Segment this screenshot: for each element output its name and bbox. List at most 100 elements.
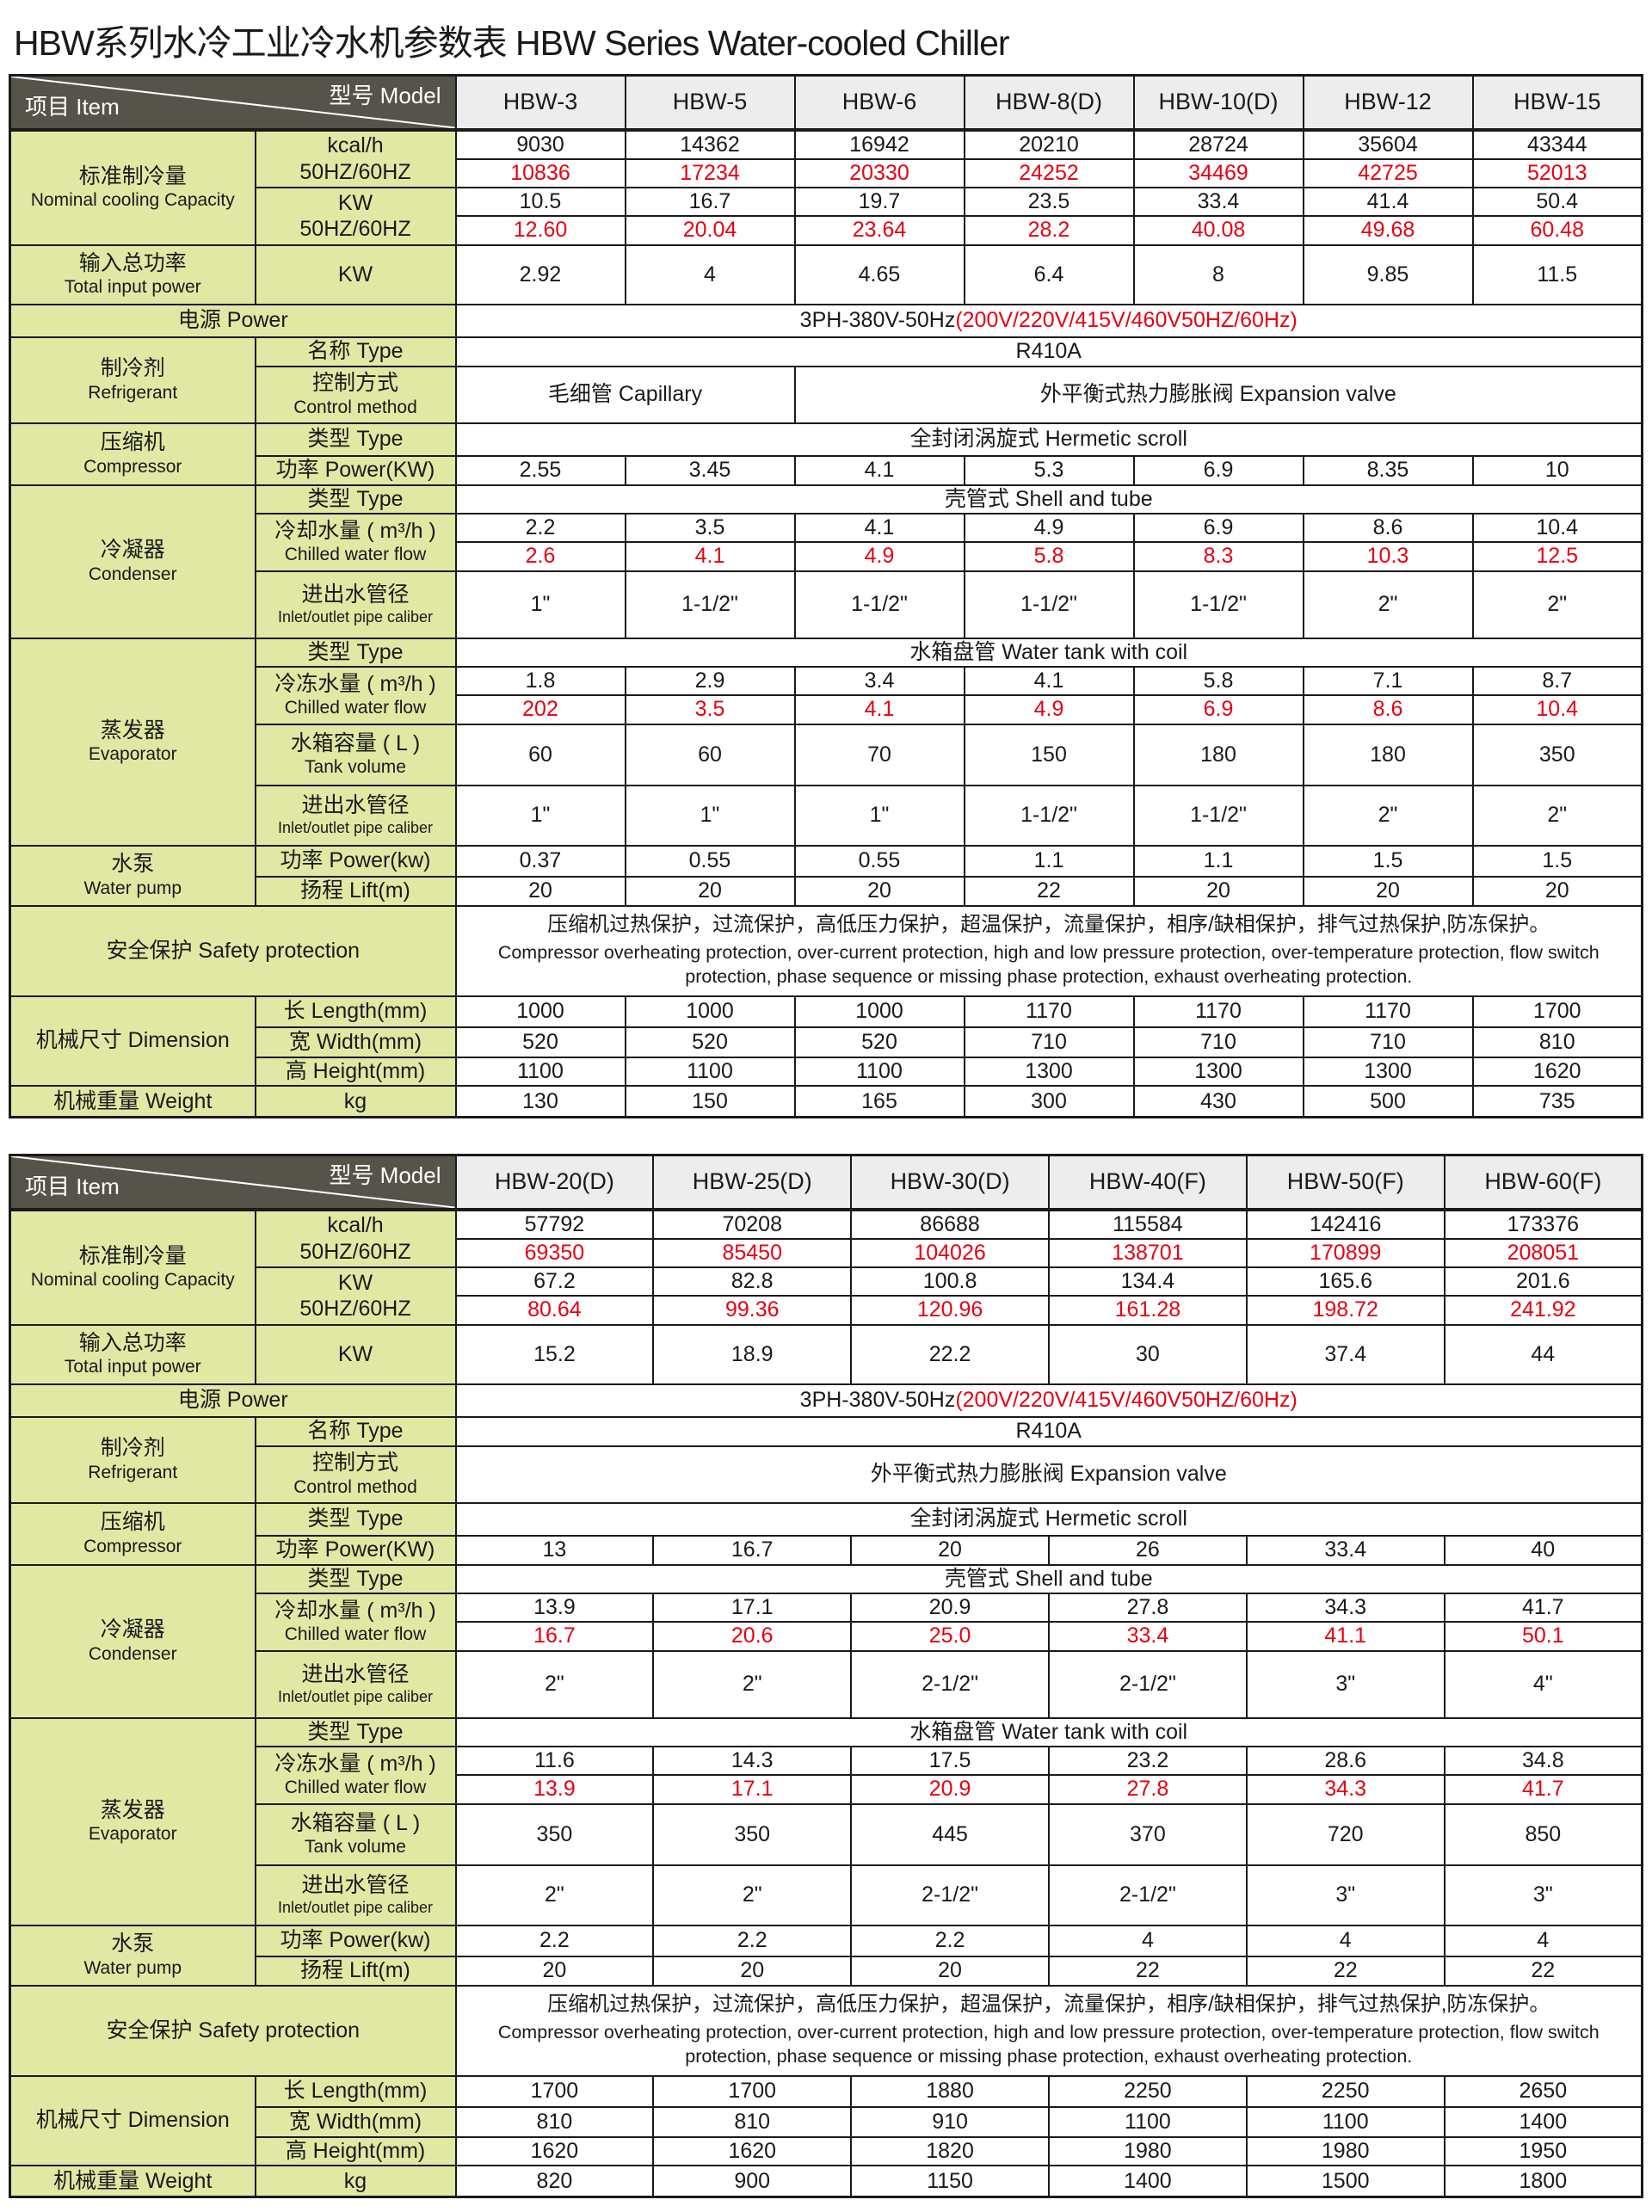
value-cell: 134.4: [1047, 1266, 1248, 1297]
label-cell: 扬程 Lift(m): [254, 875, 457, 907]
diagonal-divider-line: [11, 77, 455, 128]
value-cell: 28.2: [963, 215, 1135, 246]
value-cell: 4.1: [963, 665, 1135, 696]
value-cell: 4.9: [963, 694, 1135, 725]
label-cell: 扬程 Lift(m): [254, 1955, 457, 1987]
value-cell: 11.6: [454, 1745, 655, 1776]
table-row: 控制方式 Control method 毛细管 Capillary 外平衡式热力膨胀阀…: [10, 365, 1643, 424]
value-cell: 300: [963, 1084, 1135, 1118]
corner-cell: 型号 Model 项目 Item: [9, 74, 457, 132]
value-cell: 3.4: [793, 665, 965, 696]
value-cell: 23.2: [1047, 1745, 1248, 1776]
value-cell: 23.5: [963, 186, 1135, 217]
label-cell: 宽 Width(mm): [254, 1026, 457, 1058]
value-cell: 1800: [1443, 2164, 1643, 2198]
value-cell: 2-1/2": [1047, 1864, 1248, 1926]
model-header-cell: HBW-5: [624, 74, 796, 132]
value-cell: 20: [454, 1955, 655, 1987]
value-cell: 2": [454, 1864, 655, 1926]
value-cell: 水箱盘管 Water tank with coil: [454, 1716, 1643, 1747]
value-cell: 14.3: [652, 1745, 853, 1776]
value-cell: 1.1: [963, 844, 1135, 878]
table-row: 12.60 20.04 23.64 28.2 40.08 49.68 60.48: [10, 215, 1643, 246]
value-cell: 20.04: [624, 215, 796, 246]
label-cell: kg: [254, 2164, 457, 2198]
table-row: 型号 Model 项目 Item HBW-20(D) HBW-25(D) HBW-30(…: [9, 1154, 1643, 1211]
value-cell: 1": [454, 784, 626, 847]
value-cell: 810: [652, 2105, 853, 2138]
value-cell: 60: [454, 723, 626, 786]
value-cell: 130: [454, 1084, 626, 1118]
value-cell: 2.2: [454, 1924, 655, 1957]
value-cell: 86688: [850, 1208, 1050, 1240]
value-cell: 69350: [454, 1238, 655, 1268]
value-cell: 17234: [624, 158, 796, 188]
table-row: 水泵 Water pump 功率 Power(kw) 0.37 0.55 0.55 1.1 1…: [9, 844, 1643, 907]
value-cell: 33.4: [1245, 1534, 1446, 1566]
value-cell: 6.9: [1132, 512, 1304, 543]
value-cell: 1100: [1047, 2105, 1248, 2138]
value-cell: 34.3: [1245, 1592, 1446, 1623]
table-row: 功率 Power(KW) 2.55 3.45 4.1 5.3 6.9 8.35 10: [10, 454, 1643, 486]
value-cell: 82.8: [652, 1266, 853, 1297]
label-cell: 输入总功率 Total input power: [9, 243, 256, 305]
value-cell: 1980: [1047, 2135, 1248, 2166]
value-cell: 1150: [850, 2164, 1050, 2198]
value-cell: 20330: [793, 158, 965, 188]
value-cell: 24252: [963, 158, 1135, 188]
value-cell: 外平衡式热力膨胀阀 Expansion valve: [454, 1445, 1643, 1504]
table-row: 202 3.5 4.1 4.9 6.9 8.6 10.4: [10, 694, 1643, 725]
value-cell: 820: [454, 2164, 655, 2198]
value-cell: 34.8: [1443, 1745, 1643, 1776]
table-row: 制冷剂 Refrigerant 名称 Type R410A: [9, 1415, 1643, 1504]
value-cell: 20: [1471, 875, 1643, 907]
table-row: 进出水管径 Inlet/outlet pipe caliber 2" 2" 2-1/2"…: [10, 1864, 1643, 1926]
label-cell: 功率 Power(kw): [254, 1924, 457, 1957]
value-cell: 0.55: [624, 844, 796, 878]
table-row: 10836 17234 20330 24252 34469 42725 52013: [10, 158, 1643, 188]
label-cell: 冷冻水量 ( m³/h ) Chilled water flow: [254, 1745, 457, 1805]
value-cell: 3.45: [624, 454, 796, 486]
value-cell: 6.9: [1132, 454, 1304, 486]
value-cell: 2": [1302, 784, 1474, 847]
label-cell: 标准制冷量 Nominal cooling Capacity: [9, 128, 256, 246]
label-cell: 制冷剂 Refrigerant: [9, 1415, 256, 1504]
value-cell: 7.1: [1302, 665, 1474, 696]
label-cell: KW: [254, 1323, 457, 1385]
label-cell: 控制方式 Control method: [254, 1445, 457, 1504]
label-cell: KW 50HZ/60HZ: [254, 1266, 457, 1326]
value-cell: 8.35: [1302, 454, 1474, 486]
value-cell: 41.1: [1245, 1621, 1446, 1652]
table-row: 水箱容量 ( L ) Tank volume 350 350 445 370 720 850: [10, 1802, 1643, 1866]
value-cell: 120.96: [850, 1295, 1050, 1326]
value-cell: 16.7: [624, 186, 796, 217]
label-cell: 长 Length(mm): [254, 995, 457, 1028]
value-cell: 2": [652, 1864, 853, 1926]
power-supply-cell: 3PH-380V-50Hz(200V/220V/415V/460V50HZ/60…: [454, 1383, 1643, 1418]
value-cell: 3": [1245, 1864, 1446, 1926]
safety-protection-cell: 压缩机过热保护，过流保护，高低压力保护，超温保护，流量保护，相序/缺相保护，排气…: [454, 1984, 1643, 2077]
value-cell: 28724: [1132, 128, 1304, 160]
value-cell: 1.8: [454, 665, 626, 696]
value-cell: 壳管式 Shell and tube: [454, 1563, 1643, 1594]
label-cell: 水箱容量 ( L ) Tank volume: [254, 1802, 457, 1866]
value-cell: 4: [1245, 1924, 1446, 1957]
value-cell: 1700: [1471, 995, 1643, 1028]
label-cell: 输入总功率 Total input power: [9, 1323, 256, 1385]
table-row: 80.64 99.36 120.96 161.28 198.72 241.92: [10, 1295, 1643, 1326]
value-cell: 1.1: [1132, 844, 1304, 878]
value-cell: 2": [1302, 570, 1474, 639]
value-cell: 10.4: [1471, 694, 1643, 725]
value-cell: 33.4: [1132, 186, 1304, 217]
value-cell: 370: [1047, 1802, 1248, 1866]
value-cell: 60.48: [1471, 215, 1643, 246]
value-cell: 2.92: [454, 243, 626, 305]
value-cell: 35604: [1302, 128, 1474, 160]
table-row: 进出水管径 Inlet/outlet pipe caliber 1" 1" 1" 1-1/…: [10, 784, 1643, 847]
value-cell: 4.1: [793, 454, 965, 486]
value-cell: 2-1/2": [850, 1649, 1050, 1719]
value-cell: 22: [963, 875, 1135, 907]
value-cell: 8.6: [1302, 694, 1474, 725]
value-cell: 全封闭涡旋式 Hermetic scroll: [454, 422, 1643, 457]
label-cell: 机械尺寸 Dimension: [9, 995, 256, 1087]
